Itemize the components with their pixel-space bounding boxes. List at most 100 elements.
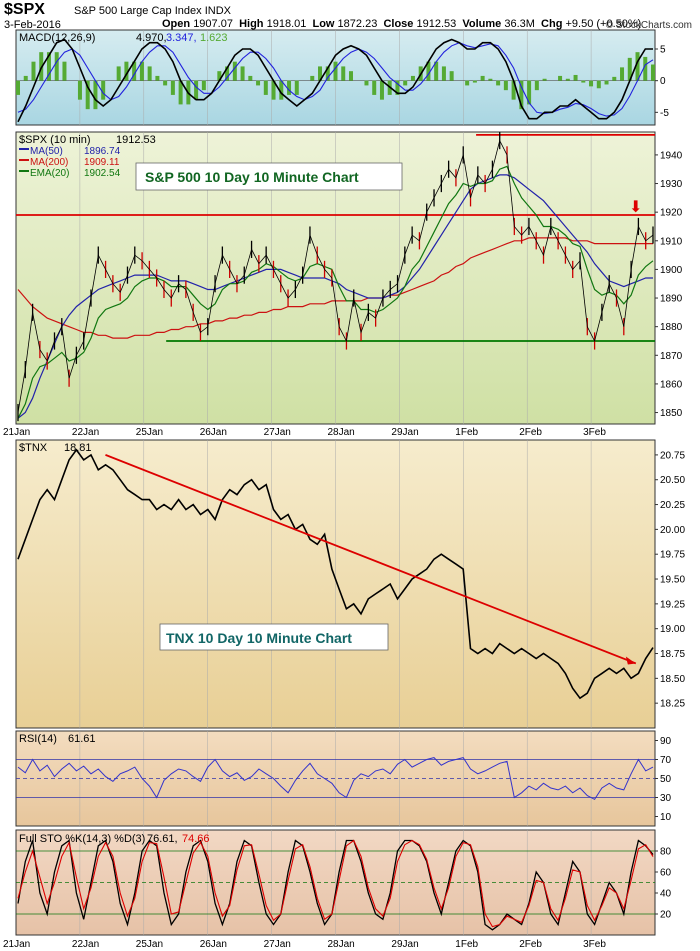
macd-histogram-bar [62,61,67,81]
macd-histogram-bar [248,75,253,81]
price-ema20-line [17,165,654,419]
price-xtick-label-4: 27Jan [264,427,291,438]
macd-histogram-bar [604,80,609,85]
price-symbol-label: $SPX (10 min) [19,134,91,146]
macd-histogram-bar [589,80,594,87]
tnx-trendline-arrowhead [625,656,636,665]
macd-histogram-bar [294,80,299,95]
macd-histogram-bar [155,75,160,81]
macd-histogram-bar [54,52,59,81]
price-xtick-label-5: 28Jan [328,427,355,438]
tnx-tick-label-0: 18.25 [660,699,685,710]
sto-xtick-label-9: 3Feb [583,939,606,950]
macd-histogram-bar [465,80,470,86]
macd-histogram-bar [46,52,51,81]
tnx-tick-label-9: 20.50 [660,475,685,486]
macd-histogram-bar [635,52,640,81]
macd-histogram-bar [643,56,648,81]
index-name: S&P 500 Large Cap Index INDX [74,5,231,17]
price-xtick-label-0: 21Jan [3,427,30,438]
chg-value: +9.50 (+0.50%) [565,18,642,30]
macd-histogram-bar [379,80,384,100]
tnx-trendline [105,454,637,665]
price-xtick-label-1: 22Jan [72,427,99,438]
sto-label: Full STO %K(14,3) %D(3) [19,833,145,845]
index-fullname: S&P 500 Large Cap Index [74,5,202,17]
chg-label: Chg [541,18,563,30]
macd-histogram-bar [39,52,44,81]
sto-d-line [17,839,654,928]
price-annotation-text: S&P 500 10 Day 10 Minute Chart [145,169,359,185]
macd-histogram-bar [256,80,261,86]
sto-xtick-label-8: 2Feb [519,939,542,950]
macd-histogram-bar [23,75,28,81]
price-tick-label-6: 1910 [660,236,683,247]
open-label: Open [162,18,191,30]
macd-histogram-bar [139,61,144,81]
macd-histogram-bar [240,66,245,81]
tnx-tick-label-7: 20.00 [660,525,685,536]
macd-histogram-bar [395,80,400,95]
macd-histogram-bar [232,61,237,81]
legend-value-2: 1902.54 [84,168,121,179]
tnx-tick-label-6: 19.75 [660,550,685,561]
legend-swatch-2 [19,170,29,172]
macd-histogram-bar [542,78,547,81]
macd-histogram-bar [217,71,222,81]
price-xtick-label-7: 1Feb [455,427,478,438]
rsi-line [17,757,654,801]
sto-xtick-label-6: 29Jan [391,939,418,950]
macd-histogram-bar [325,66,330,81]
macd-histogram-bar [651,64,655,81]
price-tick-label-1: 1860 [660,379,683,390]
sto-xtick-label-3: 26Jan [200,939,227,950]
macd-histogram-bar [527,80,532,105]
volume-label: Volume [462,18,502,30]
tnx-line [17,448,654,700]
macd-hist-value: 1.623 [200,32,228,44]
price-xtick-label-6: 29Jan [391,427,418,438]
rsi-last-value: 61.61 [68,733,96,745]
brand-watermark: © StockCharts.com [605,20,692,31]
macd-histogram-bar [287,80,292,95]
low-value: 1872.23 [337,18,378,30]
macd-value: 4.970, [136,32,167,44]
macd-histogram-bar [581,80,586,83]
macd-tick-label-2: -5 [660,108,669,119]
symbol-title: $SPX [4,1,45,18]
macd-histogram-bar [596,80,601,89]
volume-value: 36.3M [504,18,535,30]
price-ma50-line [17,174,653,419]
tnx-tick-label-4: 19.25 [660,599,685,610]
legend-value-0: 1896.74 [84,146,121,157]
macd-histogram-bar [225,66,230,81]
ohlc-summary: Open 1907.07 High 1918.01 Low 1872.23 Cl… [162,18,641,30]
price-annotation-box [135,162,403,191]
exchange-code: INDX [204,5,231,17]
macd-histogram-bar [194,80,199,100]
macd-histogram-bar [85,80,90,110]
price-xtick-label-3: 26Jan [200,427,227,438]
tnx-tick-label-5: 19.50 [660,575,685,586]
close-value: 1912.53 [416,18,457,30]
macd-histogram-bar [558,75,563,81]
legend-label-0: MA(50) [30,146,63,157]
tnx-annotation-text: TNX 10 Day 10 Minute Chart [166,630,352,646]
macd-histogram-bar [573,74,578,81]
macd-histogram-bar [310,75,315,81]
macd-histogram-bar [318,66,323,81]
macd-histogram-bar [627,57,632,81]
open-value: 1907.07 [193,18,233,30]
tnx-symbol-label: $TNX [19,442,48,454]
macd-histogram-bar [170,80,175,95]
price-tick-label-4: 1890 [660,294,683,305]
sto-tick-label-2: 60 [660,868,672,879]
macd-histogram-bar [426,61,431,81]
macd-histogram-bar [496,80,501,86]
macd-tick-label-1: 0 [660,76,666,87]
legend-label-1: MA(200) [30,157,68,168]
sto-xtick-label-1: 22Jan [72,939,99,950]
sto-tick-label-3: 80 [660,847,672,858]
low-label: Low [312,18,335,30]
